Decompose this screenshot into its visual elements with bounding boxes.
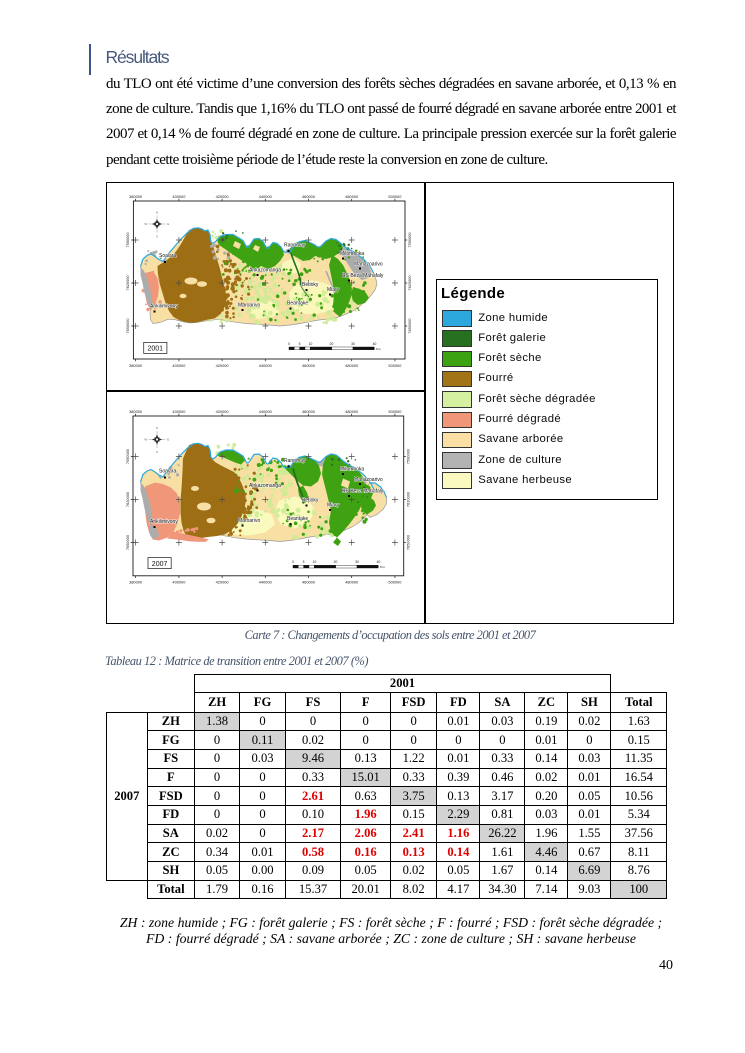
svg-text:N: N <box>156 210 158 214</box>
svg-text:Beantake: Beantake <box>287 301 308 307</box>
svg-text:500000: 500000 <box>388 363 402 368</box>
svg-text:400000: 400000 <box>172 409 186 414</box>
svg-text:7590000: 7590000 <box>406 448 411 464</box>
svg-text:420000: 420000 <box>216 409 230 414</box>
svg-text:440000: 440000 <box>259 580 273 585</box>
svg-text:S: S <box>156 450 158 454</box>
svg-text:460000: 460000 <box>302 194 316 199</box>
svg-text:Mahazoarivo: Mahazoarivo <box>354 262 383 268</box>
svg-text:W: W <box>144 222 147 226</box>
svg-text:40: 40 <box>377 560 381 564</box>
svg-text:400000: 400000 <box>172 580 186 585</box>
svg-text:S: S <box>156 234 158 238</box>
svg-text:Milomboka: Milomboka <box>340 251 364 257</box>
svg-text:Ankilimivony: Ankilimivony <box>150 304 178 310</box>
svg-text:N: N <box>156 426 158 430</box>
svg-text:7620000: 7620000 <box>125 275 130 291</box>
svg-text:5: 5 <box>299 342 301 346</box>
svg-text:7650000: 7650000 <box>125 318 130 334</box>
svg-text:440000: 440000 <box>259 409 273 414</box>
svg-text:Ankazomanga: Ankazomanga <box>249 268 281 274</box>
svg-text:Km: Km <box>376 347 381 351</box>
svg-text:420000: 420000 <box>216 580 230 585</box>
svg-text:7650000: 7650000 <box>406 534 411 550</box>
svg-text:W: W <box>144 438 147 442</box>
svg-text:2007: 2007 <box>152 561 168 568</box>
svg-text:Ankazomanga: Ankazomanga <box>249 483 281 489</box>
svg-text:20: 20 <box>334 560 338 564</box>
svg-text:30: 30 <box>355 560 359 564</box>
svg-text:Ranomay: Ranomay <box>284 243 306 249</box>
svg-text:RS Beza Mahafaly: RS Beza Mahafaly <box>342 273 384 279</box>
svg-text:440000: 440000 <box>259 194 273 199</box>
svg-text:480000: 480000 <box>345 409 359 414</box>
svg-text:420000: 420000 <box>216 194 230 199</box>
svg-text:Betioky: Betioky <box>302 282 319 288</box>
svg-text:380000: 380000 <box>129 409 143 414</box>
svg-text:5: 5 <box>303 560 305 564</box>
svg-text:7650000: 7650000 <box>407 318 412 334</box>
svg-text:Ankilimivony: Ankilimivony <box>150 519 178 525</box>
svg-text:460000: 460000 <box>302 409 316 414</box>
svg-text:7620000: 7620000 <box>406 491 411 507</box>
svg-text:460000: 460000 <box>302 363 316 368</box>
svg-text:7650000: 7650000 <box>125 534 130 550</box>
svg-text:Ranomay: Ranomay <box>284 458 306 464</box>
svg-text:380000: 380000 <box>129 363 143 368</box>
svg-text:Mahazoarivo: Mahazoarivo <box>354 477 383 483</box>
svg-text:40: 40 <box>373 342 377 346</box>
svg-text:20: 20 <box>330 342 334 346</box>
svg-text:Soalara: Soalara <box>159 469 176 475</box>
svg-text:7590000: 7590000 <box>125 232 130 248</box>
svg-text:Maroarivo: Maroarivo <box>238 518 260 524</box>
svg-text:7620000: 7620000 <box>125 491 130 507</box>
svg-text:0: 0 <box>292 560 294 564</box>
svg-text:7590000: 7590000 <box>125 448 130 464</box>
svg-text:500000: 500000 <box>388 194 402 199</box>
svg-text:420000: 420000 <box>216 363 230 368</box>
svg-text:Miary: Miary <box>327 287 340 293</box>
svg-text:Km: Km <box>380 565 385 569</box>
svg-text:Maroarivo: Maroarivo <box>238 303 260 309</box>
svg-text:480000: 480000 <box>345 580 359 585</box>
svg-text:500000: 500000 <box>388 580 402 585</box>
svg-text:0: 0 <box>288 342 290 346</box>
svg-text:30: 30 <box>351 342 355 346</box>
svg-text:400000: 400000 <box>172 363 186 368</box>
svg-text:380000: 380000 <box>129 580 143 585</box>
svg-text:Soalara: Soalara <box>159 253 176 259</box>
svg-text:Miary: Miary <box>327 503 340 509</box>
svg-text:400000: 400000 <box>172 194 186 199</box>
svg-text:480000: 480000 <box>345 363 359 368</box>
svg-text:10: 10 <box>313 560 317 564</box>
svg-text:7590000: 7590000 <box>407 232 412 248</box>
svg-text:Milomboka: Milomboka <box>340 467 364 473</box>
svg-text:E: E <box>167 438 169 442</box>
svg-text:Betioky: Betioky <box>302 498 319 504</box>
svg-text:RS Beza Mahafaly: RS Beza Mahafaly <box>342 489 384 495</box>
svg-text:10: 10 <box>309 342 313 346</box>
svg-text:E: E <box>167 222 169 226</box>
svg-text:Beantake: Beantake <box>287 516 308 522</box>
svg-text:380000: 380000 <box>129 194 143 199</box>
svg-text:460000: 460000 <box>302 580 316 585</box>
svg-text:440000: 440000 <box>259 363 273 368</box>
svg-text:7620000: 7620000 <box>407 275 412 291</box>
svg-text:2001: 2001 <box>148 346 164 353</box>
svg-text:500000: 500000 <box>388 409 402 414</box>
svg-text:480000: 480000 <box>345 194 359 199</box>
